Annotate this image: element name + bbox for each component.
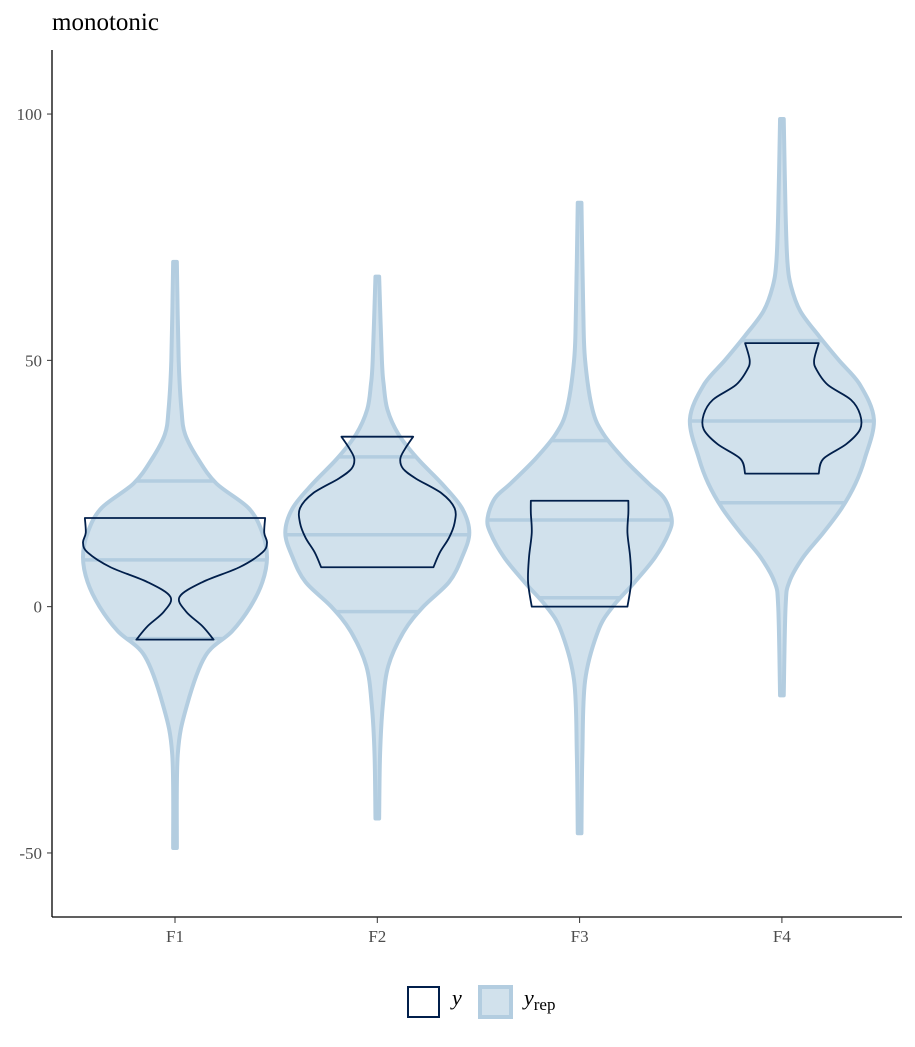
chart-title: monotonic	[52, 9, 159, 36]
y-tick-label: -50	[19, 844, 42, 863]
legend-key	[478, 985, 513, 1019]
violin	[81, 259, 269, 851]
violin	[283, 274, 472, 821]
legend-key	[407, 986, 440, 1018]
violin	[82, 517, 268, 641]
legend-label-main: y	[450, 985, 462, 1010]
x-tick-label: F1	[166, 927, 184, 946]
y-tick-label: 50	[25, 351, 42, 370]
violin	[527, 499, 633, 608]
legend-label: yrep	[522, 985, 555, 1014]
violin	[485, 200, 674, 836]
legend: y yrep	[407, 985, 555, 1019]
violin	[297, 435, 457, 569]
legend-label: y	[450, 985, 462, 1010]
x-tick-label: F3	[571, 927, 589, 946]
y-tick-label: 0	[34, 598, 43, 617]
x-tick-label: F2	[368, 927, 386, 946]
violin	[701, 342, 863, 475]
legend-label-sub: rep	[534, 995, 556, 1014]
violin	[687, 116, 876, 698]
x-tick-label: F4	[773, 927, 791, 946]
y-tick-label: 100	[17, 105, 43, 124]
legend-label-main: y	[522, 985, 534, 1010]
